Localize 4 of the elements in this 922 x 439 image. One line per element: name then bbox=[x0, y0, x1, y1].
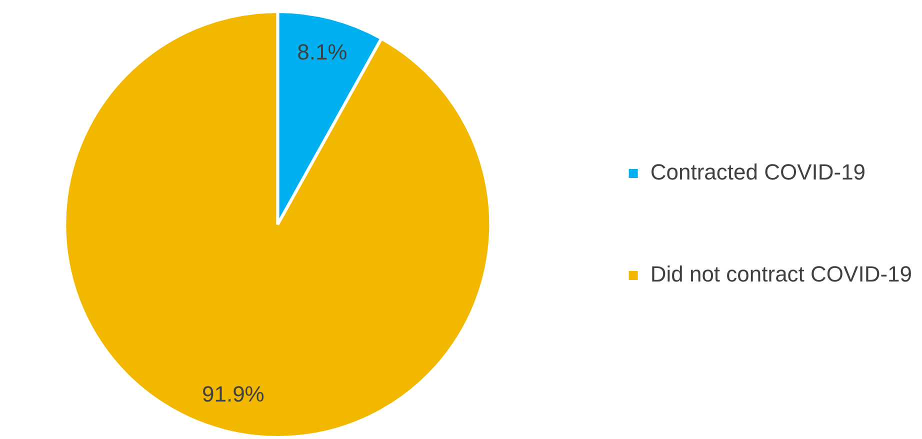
data-label: 8.1% bbox=[297, 39, 348, 64]
legend-label: Did not contract COVID-19 bbox=[650, 262, 912, 287]
data-label: 91.9% bbox=[202, 382, 264, 407]
legend-label: Contracted COVID-19 bbox=[650, 160, 866, 185]
